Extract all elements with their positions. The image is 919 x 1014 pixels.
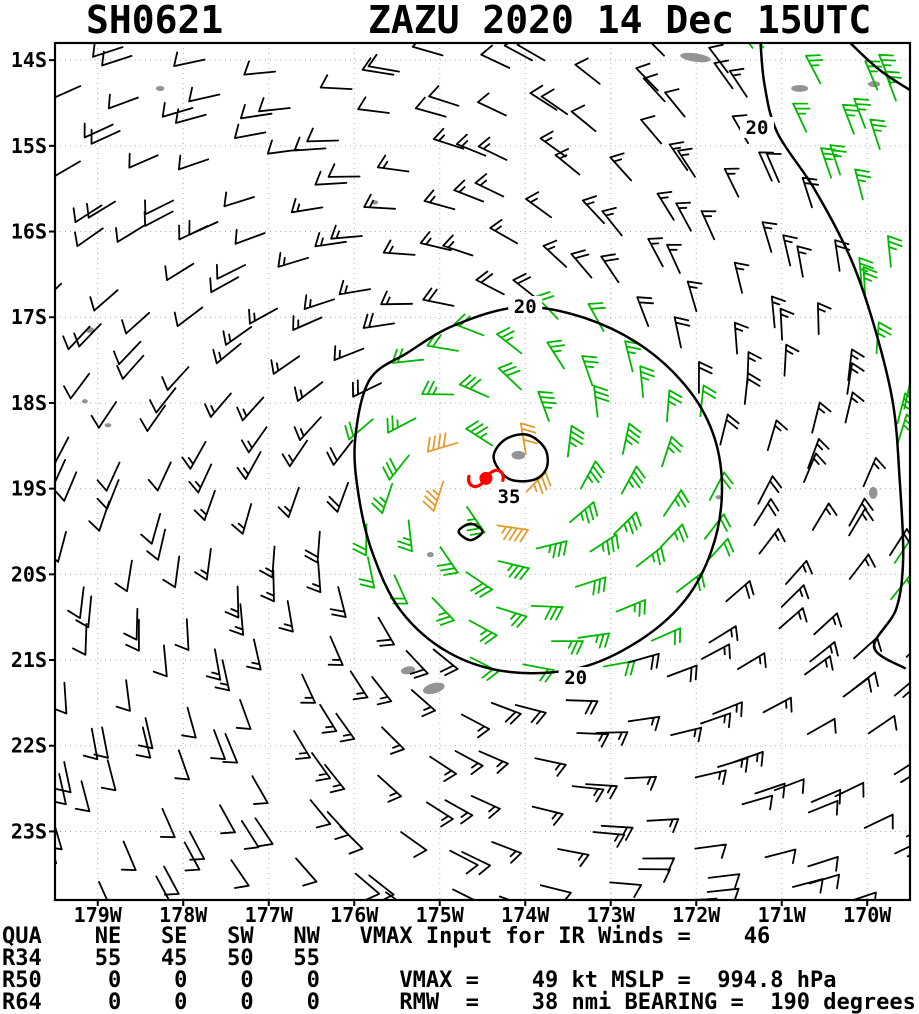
island [400, 666, 416, 675]
lat-tick-label: 20S [11, 562, 47, 586]
isotach-contour [457, 522, 484, 542]
isotach-label-bg [492, 486, 527, 508]
stats-line-r34: R34 55 45 50 55 [2, 946, 320, 971]
lat-tick-label: 16S [11, 220, 47, 244]
lon-tick-label: 178W [159, 903, 208, 925]
stats-line-r50: R50 0 0 0 0 VMAX = 49 kt MSLP = 994.8 hP… [2, 968, 837, 993]
storm-id: SH0621 [86, 0, 224, 42]
island [81, 399, 88, 404]
cyclone-symbol [466, 468, 505, 488]
axes-layer: 179W 178W 177W 176W 175W 174W 173W 172W 171W 170W… [11, 41, 912, 925]
title-bar: SH0621 ZAZU 2020 14 Dec 15UTC [0, 0, 919, 42]
grid-layer [49, 43, 910, 906]
lon-tick-label: 176W [330, 903, 379, 925]
lon-tick-label: 171W [758, 903, 807, 925]
isotach-label-bg [739, 116, 774, 138]
wind-barbs [344, 43, 910, 683]
stats-block: QUA NE SE SW NW VMAX Input for IR Winds … [2, 926, 916, 1014]
island [715, 495, 722, 500]
lon-tick-label: 173W [587, 903, 636, 925]
lat-tick-label: 14S [11, 48, 47, 72]
isotach-label-bg [508, 295, 543, 317]
island [791, 84, 809, 92]
isotach-contour [849, 43, 910, 92]
lon-tick-label: 179W [74, 903, 123, 925]
isotach-contour [492, 433, 550, 483]
lon-tick-label: 170W [843, 903, 892, 925]
lat-tick-label: 15S [11, 134, 47, 158]
lat-tick-label: 19S [11, 477, 47, 501]
island [868, 486, 878, 499]
island [511, 450, 526, 460]
wind-barbs-layer [55, 43, 910, 900]
island [422, 682, 445, 695]
lon-tick-label: 175W [416, 903, 465, 925]
lat-tick-label: 21S [11, 648, 47, 672]
lat-tick-label: 23S [11, 819, 47, 843]
island [104, 423, 112, 428]
island [155, 85, 165, 91]
lat-tick-label: 22S [11, 734, 47, 758]
lon-tick-label: 177W [245, 903, 294, 925]
plot-border [53, 41, 912, 902]
isotach-contour [353, 305, 724, 675]
island [680, 52, 711, 63]
wind-barb-map: 20 20 35 20 179W 178W 177W 176W 175W 174W 173W 172… [11, 41, 912, 925]
lon-tick-label: 174W [501, 903, 550, 925]
stats-line-r64: R64 0 0 0 0 RMW = 38 nmi BEARING = 190 d… [2, 990, 916, 1014]
lat-tick-label: 18S [11, 391, 47, 415]
isotach-label: 20 [564, 667, 587, 689]
storm-title: ZAZU 2020 14 Dec 15UTC [368, 0, 872, 42]
stats-line-qua: QUA NE SE SW NW VMAX Input for IR Winds … [2, 924, 771, 949]
lon-tick-label: 172W [672, 903, 721, 925]
lat-tick-label: 17S [11, 305, 47, 329]
isotach-label-bg [558, 667, 593, 689]
island [426, 552, 434, 558]
storm-center-layer [466, 468, 505, 488]
wind-barbs [55, 43, 910, 900]
isotach-label: 20 [514, 296, 537, 318]
isotach-contour [759, 43, 907, 670]
isotach-contours-layer: 20 20 35 20 [353, 43, 910, 689]
isotach-label: 35 [498, 486, 521, 508]
isotach-label: 20 [746, 117, 769, 139]
